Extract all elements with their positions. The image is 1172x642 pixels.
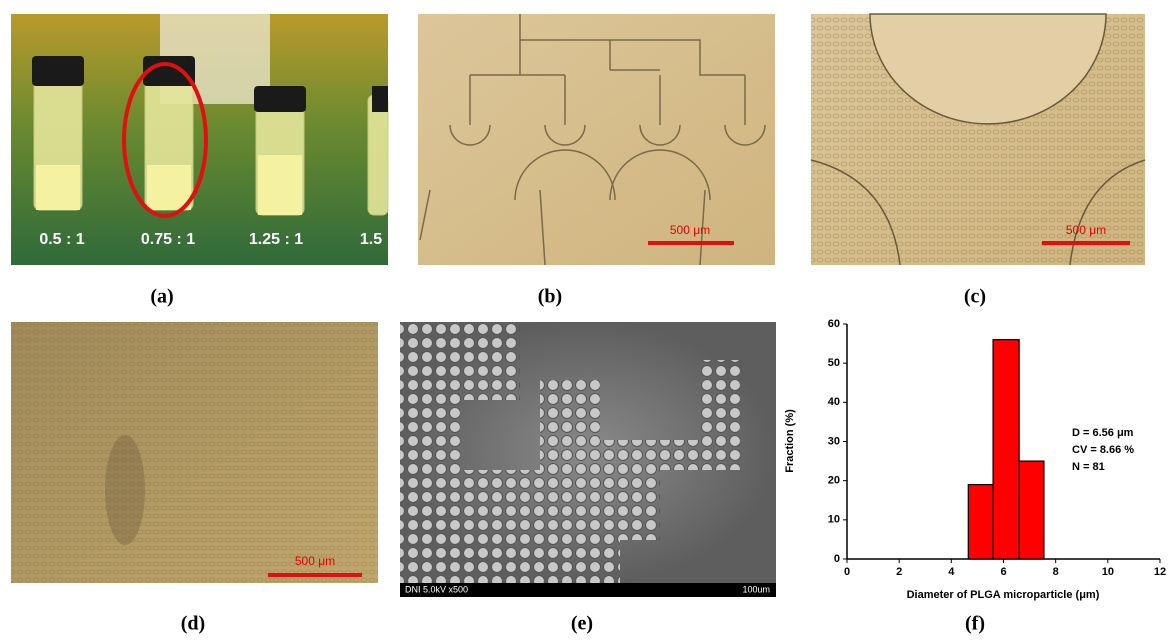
panel-label: (e) [571, 613, 593, 635]
y-tick-label: 50 [828, 357, 840, 369]
y-tick-label: 60 [828, 318, 840, 330]
histogram: Fraction (%) Diameter of PLGA microparti… [784, 318, 1166, 601]
panel-b: 500 μm [418, 14, 775, 265]
x-tick-label: 10 [1102, 566, 1114, 578]
scale-bar-label: 500 μm [1066, 223, 1106, 237]
annotation: N = 81 [1072, 461, 1105, 473]
panel-label: (f) [965, 613, 985, 635]
annotation: CV = 8.66 % [1072, 444, 1134, 456]
scale-bar-label: 500 μm [295, 554, 335, 568]
bar [993, 340, 1019, 559]
y-tick-label: 0 [834, 553, 840, 565]
bar [1019, 461, 1044, 559]
panel-a: 0.5 : 1 0.75 : 1 1.25 : 1 1.5 [11, 14, 388, 265]
panel-label: (c) [964, 286, 986, 308]
y-tick-label: 40 [828, 396, 840, 408]
panel-label: (b) [538, 286, 562, 308]
x-tick-label: 4 [948, 566, 955, 578]
y-tick-label: 10 [828, 514, 840, 526]
annotation: D = 6.56 μm [1072, 427, 1134, 439]
panel-label: (d) [181, 613, 205, 635]
scale-bar-label: 500 μm [670, 223, 710, 237]
sem-scale: 100um [742, 584, 770, 594]
panel-e: DNI 5.0kV x500 100um [400, 322, 776, 597]
panel-c: 500 μm [811, 14, 1145, 265]
x-tick-label: 0 [844, 566, 850, 578]
x-tick-label: 8 [1053, 566, 1059, 578]
ratio-label: 0.75 : 1 [141, 231, 195, 248]
x-tick-label: 2 [896, 566, 902, 578]
x-axis-label: Diameter of PLGA microparticle (μm) [907, 589, 1100, 601]
bar [968, 485, 993, 559]
ratio-label: 1.5 [360, 231, 382, 248]
y-tick-label: 30 [828, 435, 840, 447]
x-tick-label: 6 [1000, 566, 1006, 578]
y-tick-label: 20 [828, 475, 840, 487]
sem-info: DNI 5.0kV x500 [405, 584, 468, 594]
ratio-label: 1.25 : 1 [249, 231, 303, 248]
panel-label: (a) [150, 286, 173, 308]
y-axis-label: Fraction (%) [784, 409, 796, 473]
x-tick-label: 12 [1154, 566, 1166, 578]
figure: 0.5 : 1 0.75 : 1 1.25 : 1 1.5 (a) 500 μm… [0, 0, 1172, 637]
ratio-label: 0.5 : 1 [39, 231, 84, 248]
panel-d: 500 μm [11, 322, 378, 583]
